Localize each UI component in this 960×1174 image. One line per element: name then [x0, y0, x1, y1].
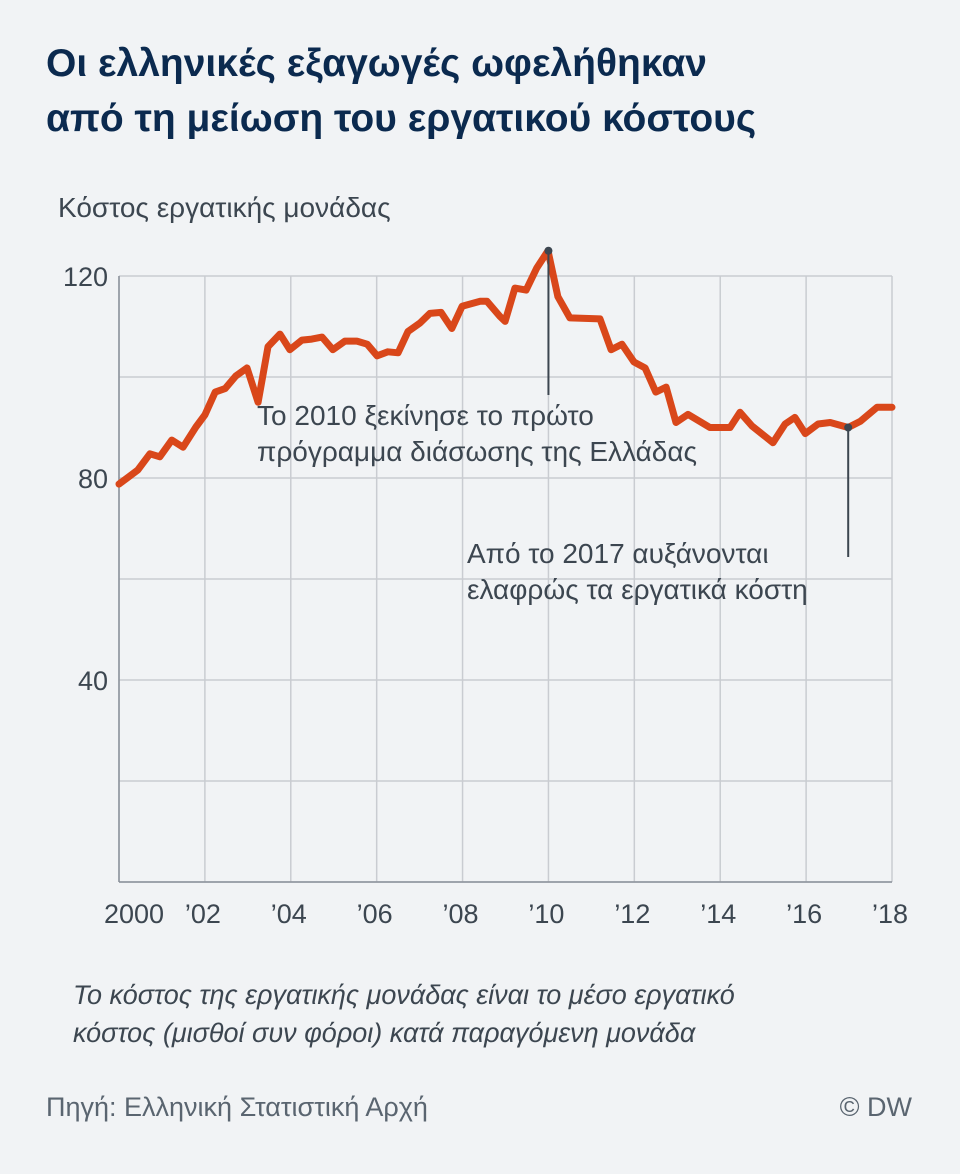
annotation-text-line-1: Το 2010 ξεκίνησε το πρώτο	[257, 400, 594, 431]
x-ticks: 2000 ’02 ’04 ’06 ’08 ’10 ’12 ’14 ’16 ’18	[104, 899, 908, 929]
y-axis-label: Κόστος εργατικής μονάδας	[58, 192, 391, 223]
x-tick-label: ’02	[185, 899, 221, 929]
y-tick-label: 40	[78, 666, 108, 696]
footnote-line-2: κόστος (μισθοί συν φόροι) κατά παραγόμεν…	[73, 1018, 696, 1048]
credit-text: © DW	[839, 1092, 912, 1122]
grid	[118, 275, 893, 883]
x-tick-label: 2000	[104, 899, 164, 929]
annotations: Το 2010 ξεκίνησε το πρώτο πρόγραμμα διάσω…	[257, 246, 853, 605]
y-ticks: 40 80 120	[63, 262, 108, 696]
annotation-marker	[844, 423, 853, 432]
y-tick-label: 80	[78, 464, 108, 494]
title-line-2: από τη μείωση του εργατικού κόστους	[46, 97, 757, 140]
annotation-marker	[544, 246, 553, 255]
annotation-text-line-1: Από το 2017 αυξάνονται	[467, 538, 769, 569]
title-line-1: Οι ελληνικές εξαγωγές ωφελήθηκαν	[46, 42, 708, 85]
series-line	[115, 247, 896, 488]
annotation-text-line-2: πρόγραμμα διάσωσης της Ελλάδας	[257, 436, 697, 467]
x-tick-label: ’14	[700, 899, 736, 929]
source-text: Πηγή: Ελληνική Στατιστική Αρχή	[46, 1092, 428, 1122]
footnote-line-1: Το κόστος της εργατικής μονάδας είναι το…	[73, 980, 735, 1010]
x-tick-label: ’16	[786, 899, 822, 929]
x-tick-label: ’06	[357, 899, 393, 929]
annotation-text-line-2: ελαφρώς τα εργατικά κόστη	[467, 574, 808, 605]
y-tick-label: 120	[63, 262, 108, 292]
footnote: Το κόστος της εργατικής μονάδας είναι το…	[73, 976, 735, 1052]
x-tick-label: ’12	[614, 899, 650, 929]
x-tick-label: ’04	[271, 899, 307, 929]
x-tick-label: ’10	[528, 899, 564, 929]
chart-title: Οι ελληνικές εξαγωγές ωφελήθηκαν από τη …	[46, 36, 756, 146]
x-tick-label: ’18	[872, 899, 908, 929]
x-tick-label: ’08	[443, 899, 479, 929]
